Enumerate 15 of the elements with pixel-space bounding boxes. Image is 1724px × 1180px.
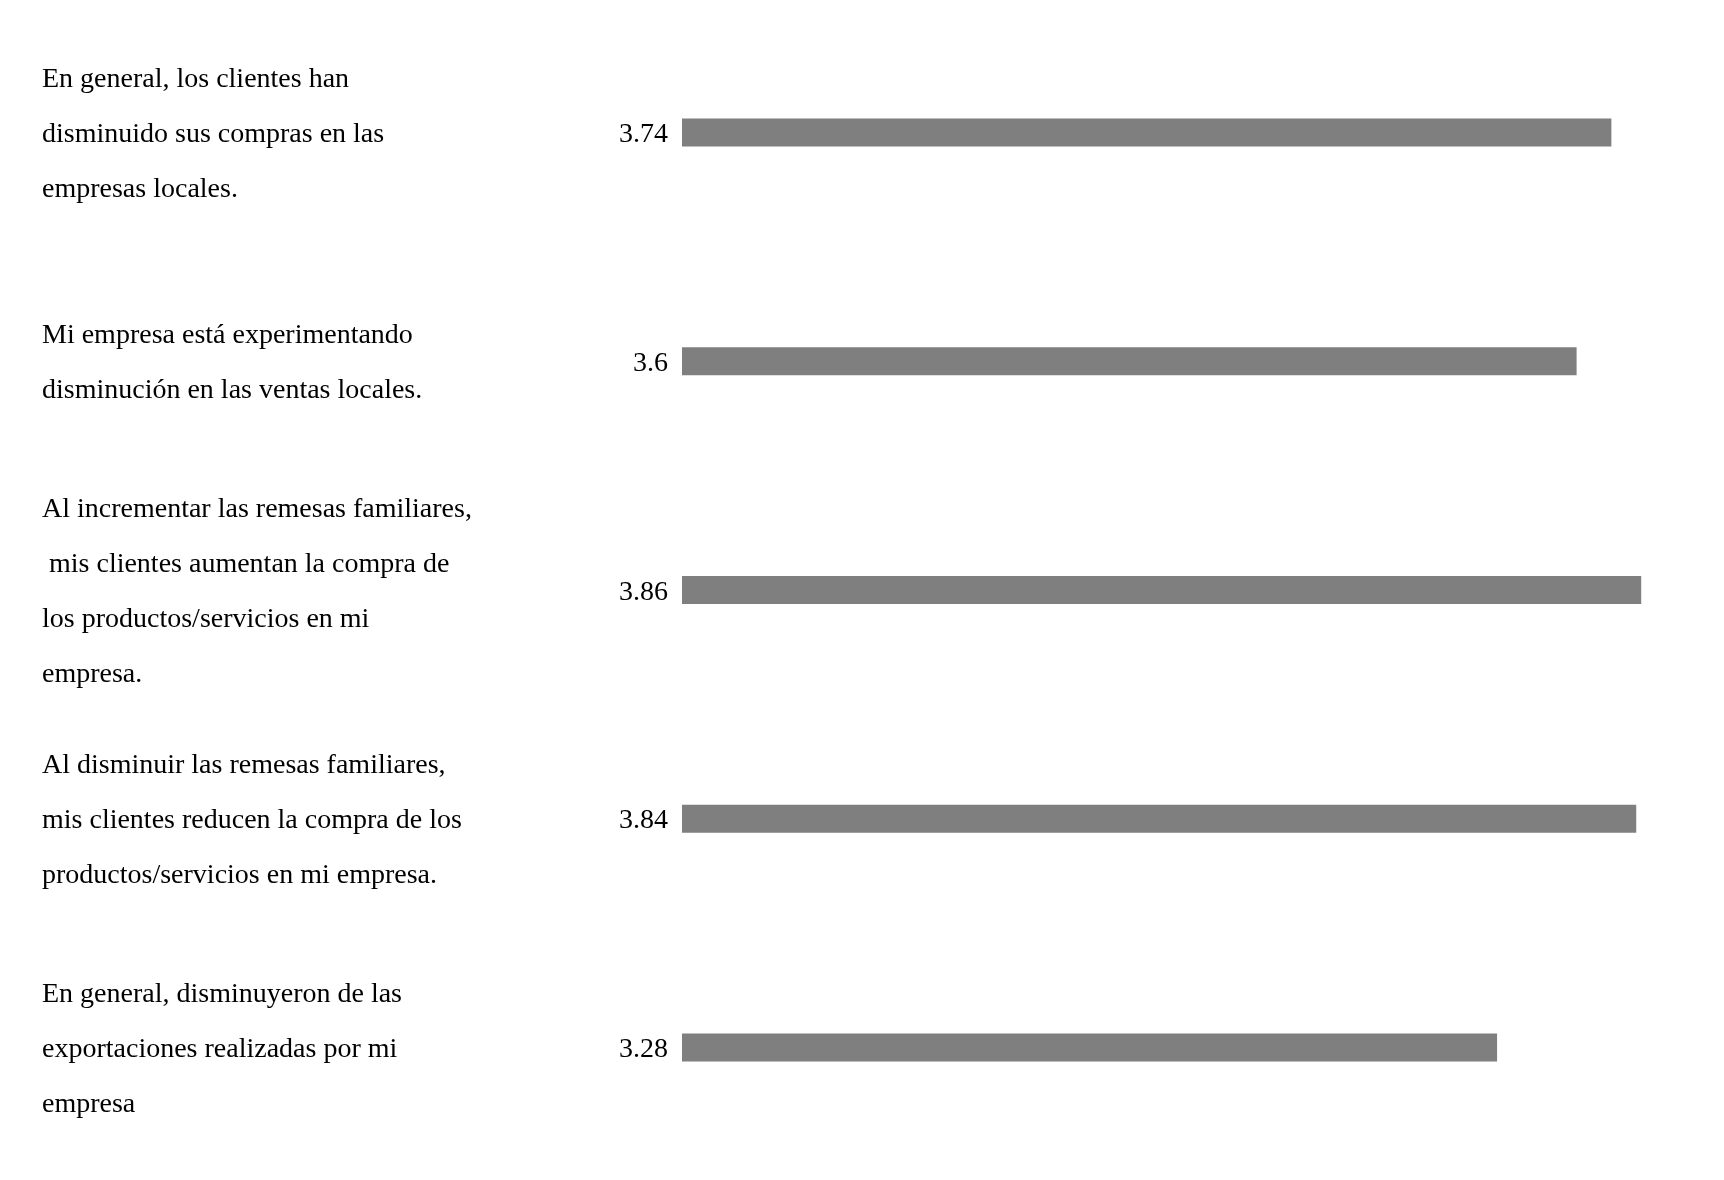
- bar: [682, 118, 1612, 147]
- data-label: 3.28: [619, 1032, 668, 1064]
- y-tick-label: Al incrementar las remesas familiares, mis clientes aumentan la compra de los productos/servicios en mi empresa.: [42, 492, 472, 688]
- data-label: 3.84: [619, 803, 668, 835]
- bar: [682, 576, 1642, 604]
- bar: [682, 804, 1637, 833]
- y-tick-label: Al disminuir las remesas familiares, mis clientes reducen la compra de los productos/servicios en mi empresa.: [42, 748, 469, 890]
- data-label: 3.86: [619, 574, 668, 606]
- bar: [682, 347, 1577, 376]
- data-label: 3.74: [619, 116, 668, 148]
- y-tick-label: En general, los clientes han disminuido sus compras en las empresas locales.: [42, 61, 392, 203]
- y-tick-label: Mi empresa está experimentando disminución en las ventas locales.: [42, 318, 423, 405]
- bar: [682, 1033, 1498, 1062]
- data-label: 3.6: [633, 345, 668, 377]
- y-tick-label: En general, disminuyeron de las exportaciones realizadas por mi empresa: [42, 977, 410, 1119]
